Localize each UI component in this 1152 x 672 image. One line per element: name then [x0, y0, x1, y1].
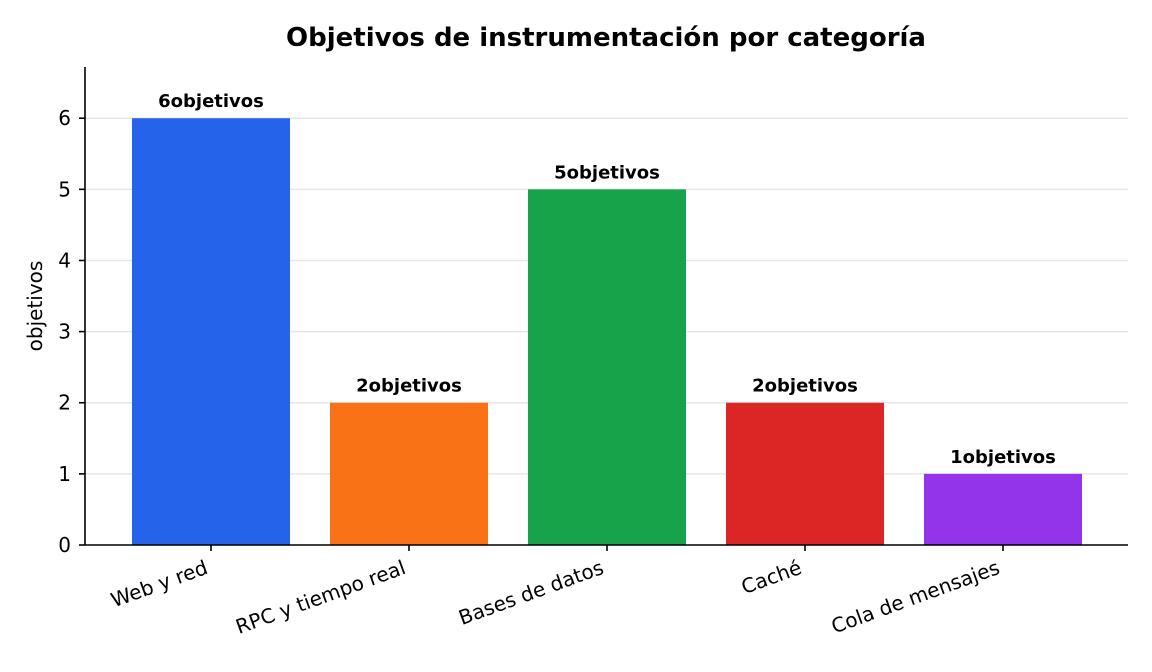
bar [726, 402, 884, 545]
y-tick-label: 4 [58, 248, 71, 272]
bar-value-label: 6objetivos [158, 91, 264, 112]
bar-value-label: 1objetivos [950, 447, 1056, 468]
y-tick-label: 5 [58, 177, 71, 201]
data-labels: 6objetivos 2objetivos 5objetivos 2objetivos… [158, 91, 1056, 468]
x-tick-label: Caché [738, 555, 805, 599]
x-tick-label: Bases de datos [455, 555, 606, 630]
y-tick-label: 6 [58, 106, 71, 130]
bars [132, 118, 1082, 545]
bar [924, 473, 1082, 545]
x-tick-label: Cola de mensajes [828, 555, 1003, 638]
x-tick-label: RPC y tiempo real [232, 555, 408, 639]
bar [528, 189, 686, 545]
y-axis-label: objetivos [23, 261, 47, 352]
y-tick-label: 0 [58, 533, 71, 557]
chart-title: Objetivos de instrumentación por categor… [286, 23, 926, 53]
bar [330, 402, 488, 545]
bar-value-label: 2objetivos [752, 376, 858, 397]
x-tick-label: Web y red [108, 555, 211, 612]
y-tick-label: 3 [58, 320, 71, 344]
bar-value-label: 5objetivos [554, 162, 660, 183]
bar-value-label: 2objetivos [356, 376, 462, 397]
y-tick-label: 2 [58, 391, 71, 415]
y-tick-label: 1 [58, 462, 71, 486]
bar [132, 118, 290, 545]
